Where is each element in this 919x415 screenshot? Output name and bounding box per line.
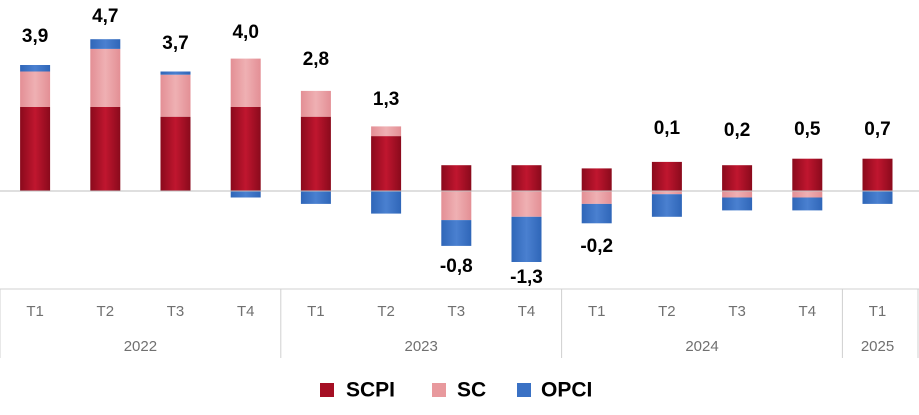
total-label-0: 3,9: [22, 26, 48, 47]
bar-sc-8: [581, 191, 612, 204]
bar-sc-11: [792, 191, 823, 198]
bar-scpi-10: [722, 165, 753, 191]
bar-sc-0: [20, 71, 51, 107]
bar-sc-6: [441, 191, 472, 221]
tick-label-8: T1: [588, 303, 606, 320]
bar-opci-7: [511, 216, 542, 262]
bar-opci-4: [300, 191, 331, 204]
bar-opci-10: [722, 197, 753, 211]
legend-label-sc: SC: [457, 379, 486, 402]
total-label-1: 4,7: [92, 6, 118, 27]
tick-label-2: T3: [167, 303, 185, 320]
bar-scpi-7: [511, 165, 542, 191]
legend-swatch-scpi: [320, 383, 334, 397]
legend-swatch-opci: [517, 383, 531, 397]
total-label-12: 0,7: [864, 119, 890, 140]
bar-opci-8: [581, 203, 612, 224]
total-label-7: -1,3: [510, 267, 543, 288]
bar-sc-1: [90, 48, 121, 107]
tick-label-0: T1: [26, 303, 44, 320]
bar-sc-3: [230, 58, 261, 107]
bar-scpi-4: [300, 116, 331, 191]
bar-scpi-5: [371, 136, 402, 191]
tick-label-11: T4: [799, 303, 817, 320]
tick-label-6: T3: [448, 303, 466, 320]
total-label-9: 0,1: [654, 118, 681, 139]
total-label-8: -0,2: [580, 236, 613, 257]
bar-scpi-0: [20, 107, 51, 191]
total-label-6: -0,8: [440, 256, 473, 277]
bar-sc-7: [511, 191, 542, 217]
tick-label-5: T2: [377, 303, 395, 320]
category-axis: T1 T2 T3 T4 T1 T2 T3 T4 T1 T2 T3 T4 T1 2022 2023 2024 20…: [0, 288, 919, 358]
bar-scpi-12: [862, 158, 893, 191]
year-label-2022: 2022: [124, 338, 157, 355]
total-label-4: 2,8: [303, 49, 329, 70]
bar-sc-4: [300, 90, 331, 117]
tick-label-1: T2: [97, 303, 115, 320]
legend: SCPI SC OPCI: [320, 379, 592, 402]
legend-label-opci: OPCI: [541, 379, 592, 402]
legend-label-scpi: SCPI: [346, 379, 395, 402]
bar-opci-3: [230, 191, 261, 198]
total-label-3: 4,0: [232, 22, 258, 43]
bars-layer: [20, 39, 893, 262]
total-label-2: 3,7: [162, 33, 188, 54]
bar-opci-1: [90, 39, 121, 49]
tick-label-4: T1: [307, 303, 325, 320]
legend-swatch-sc: [432, 383, 446, 397]
year-label-2023: 2023: [405, 338, 438, 355]
bar-scpi-1: [90, 107, 121, 191]
bar-opci-9: [651, 194, 682, 217]
bar-scpi-3: [230, 107, 261, 191]
total-label-11: 0,5: [794, 119, 821, 140]
bar-sc-2: [160, 74, 191, 117]
bar-opci-0: [20, 65, 51, 72]
bar-opci-12: [862, 191, 893, 204]
tick-label-7: T4: [518, 303, 536, 320]
total-labels: 3,9 4,7 3,7 4,0 2,8 1,3 -0,8 -1,3 -0,2 0,1 0,2 0,5 0…: [22, 6, 891, 288]
tick-label-10: T3: [728, 303, 746, 320]
total-label-10: 0,2: [724, 120, 750, 141]
bar-opci-11: [792, 197, 823, 211]
bar-scpi-9: [651, 161, 682, 191]
tick-label-12: T1: [869, 303, 887, 320]
bar-sc-10: [722, 191, 753, 198]
bar-scpi-2: [160, 116, 191, 191]
bar-scpi-11: [792, 158, 823, 191]
bar-opci-6: [441, 220, 472, 246]
bar-opci-2: [160, 71, 191, 75]
total-label-5: 1,3: [373, 89, 399, 110]
bar-sc-9: [651, 191, 682, 195]
bar-scpi-8: [581, 168, 612, 191]
bar-sc-5: [371, 126, 402, 137]
year-label-2024: 2024: [685, 338, 718, 355]
tick-label-9: T2: [658, 303, 676, 320]
year-label-2025: 2025: [861, 338, 894, 355]
bar-opci-5: [371, 191, 402, 214]
bar-scpi-6: [441, 165, 472, 191]
tick-label-3: T4: [237, 303, 255, 320]
